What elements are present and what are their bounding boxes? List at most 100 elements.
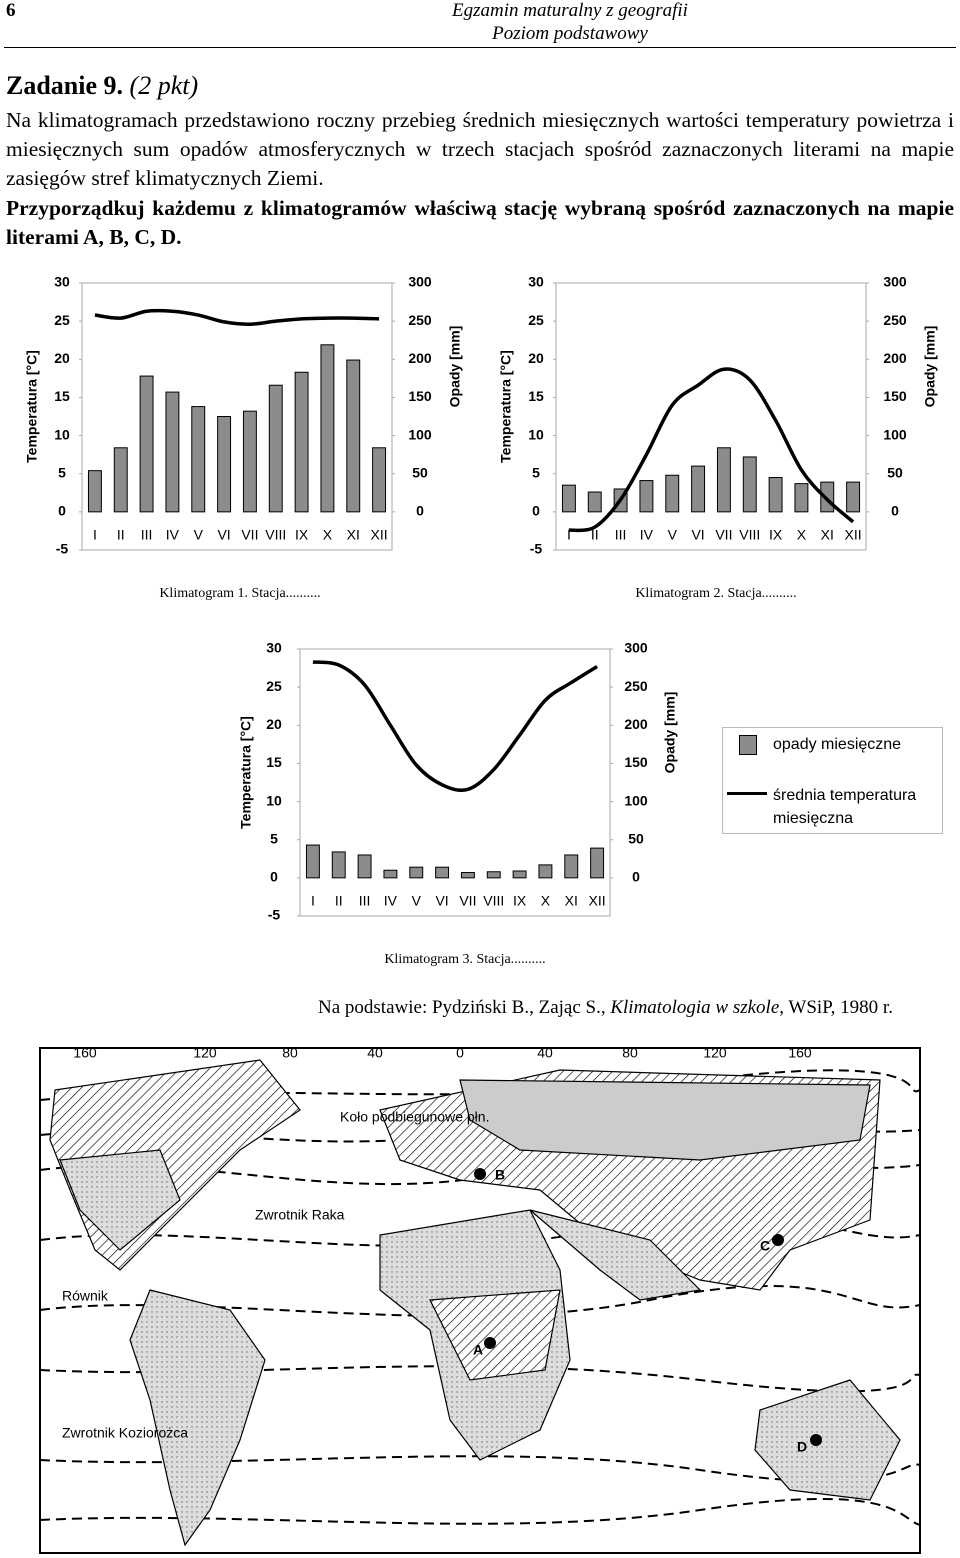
y-tick-label: -5 xyxy=(268,907,281,923)
x-tick-label: XII xyxy=(371,527,388,543)
x-tick-label: VI xyxy=(691,527,704,543)
y-tick-label: 15 xyxy=(266,754,282,770)
y-tick-label: 15 xyxy=(54,388,70,404)
station-label: A xyxy=(473,1342,483,1358)
map-line-label: Koło podbiegunowe płn. xyxy=(340,1109,489,1125)
chart-title: Klimatogram 2. Stacja.......... xyxy=(635,586,796,601)
x-tick-label: VIII xyxy=(483,893,504,909)
y2-tick-label: 0 xyxy=(891,503,899,519)
y-tick-label: -5 xyxy=(530,541,543,557)
x-tick-label: III xyxy=(141,527,153,543)
task-heading: Zadanie 9. (2 pkt) xyxy=(6,71,198,101)
y-tick-label: -5 xyxy=(56,541,69,557)
chart-title: Klimatogram 1. Stacja.......... xyxy=(159,586,320,601)
x-tick-label: V xyxy=(412,893,422,909)
y2-tick-label: 0 xyxy=(632,869,640,885)
x-tick-label: V xyxy=(194,527,204,543)
y2-tick-label: 50 xyxy=(628,830,644,846)
longitude-label: 120 xyxy=(703,1045,727,1061)
bar xyxy=(331,851,346,879)
bar xyxy=(87,470,102,513)
legend: opady miesięczne średnia temperatura mie… xyxy=(722,727,943,834)
legend-label: średnia temperatura miesięczna xyxy=(773,787,917,827)
y2-tick-label: 50 xyxy=(412,464,428,480)
bar xyxy=(639,480,654,513)
header-rule xyxy=(4,47,956,48)
y2-tick-label: 150 xyxy=(624,754,648,770)
bar xyxy=(372,447,387,513)
bar xyxy=(346,359,361,513)
bar xyxy=(268,384,283,513)
bar xyxy=(165,391,180,513)
page-number: 6 xyxy=(6,0,16,21)
y-tick-label: 10 xyxy=(54,426,70,442)
task-text: Na klimatogramach przedstawiono roczny p… xyxy=(6,108,954,190)
bar xyxy=(564,854,579,879)
y2-tick-label: 300 xyxy=(883,274,907,290)
plot-frame xyxy=(555,282,867,551)
bar xyxy=(561,484,576,513)
y2-tick-label: 200 xyxy=(883,350,907,366)
x-tick-label: VII xyxy=(459,893,476,909)
exam-title: Egzamin maturalny z geografii xyxy=(452,0,688,21)
legend-label: opady miesięczne xyxy=(773,736,902,753)
y2-tick-label: 100 xyxy=(883,426,907,442)
map-line-label: Zwrotnik Koziorożca xyxy=(62,1425,188,1441)
y-tick-label: 25 xyxy=(266,678,282,694)
bar xyxy=(191,406,206,513)
x-tick-label: XI xyxy=(821,527,834,543)
y2-tick-label: 50 xyxy=(887,464,903,480)
station-label: B xyxy=(495,1167,505,1183)
exam-level: Poziom podstawowy xyxy=(492,23,648,44)
plot-frame xyxy=(81,282,393,551)
longitude-label: 80 xyxy=(622,1045,638,1061)
y2-tick-label: 300 xyxy=(408,274,432,290)
bar xyxy=(320,344,335,513)
longitude-label: 160 xyxy=(73,1045,97,1061)
task-instruction: Przyporządkuj każdemu z klimatogramów wł… xyxy=(6,196,954,249)
x-tick-label: XII xyxy=(845,527,862,543)
station-label: C xyxy=(760,1238,770,1254)
x-tick-label: II xyxy=(335,893,343,909)
y-axis-label: Temperatura [°C] xyxy=(238,716,254,829)
x-tick-label: X xyxy=(541,893,551,909)
x-tick-label: IV xyxy=(640,527,654,543)
map-line-label: Równik xyxy=(62,1288,109,1304)
x-tick-label: IX xyxy=(295,527,309,543)
task-number: Zadanie 9. xyxy=(6,71,124,100)
y-tick-label: 5 xyxy=(532,464,540,480)
y2-tick-label: 300 xyxy=(624,640,648,656)
y2-tick-label: 100 xyxy=(624,792,648,808)
temperature-line xyxy=(312,660,599,793)
bar xyxy=(716,447,731,513)
y-tick-label: 25 xyxy=(54,312,70,328)
source-book: Klimatologia w szkole xyxy=(610,997,780,1018)
climatogram: -5051015202530050100150200250300Temperat… xyxy=(238,640,678,968)
plot-frame xyxy=(299,648,611,917)
task-points: (2 pkt) xyxy=(129,71,199,100)
bar xyxy=(409,866,424,879)
y2-axis-label: Opady [mm] xyxy=(922,326,938,408)
longitude-label: 40 xyxy=(367,1045,383,1061)
y-tick-label: 20 xyxy=(54,350,70,366)
y2-tick-label: 200 xyxy=(624,716,648,732)
y-tick-label: 10 xyxy=(266,792,282,808)
bar xyxy=(587,491,602,513)
x-tick-label: VI xyxy=(217,527,230,543)
legend-swatch xyxy=(739,735,757,755)
bar xyxy=(590,847,605,879)
x-tick-label: IX xyxy=(769,527,783,543)
bar xyxy=(538,864,553,879)
bar xyxy=(139,375,154,513)
y-axis-label: Temperatura [°C] xyxy=(24,350,40,463)
y2-axis-label: Opady [mm] xyxy=(447,326,463,408)
y-tick-label: 10 xyxy=(528,426,544,442)
bar xyxy=(383,869,398,879)
y-tick-label: 30 xyxy=(266,640,282,656)
y-tick-label: 30 xyxy=(54,274,70,290)
station-dot xyxy=(474,1168,486,1180)
bar xyxy=(768,477,783,513)
y-tick-label: 5 xyxy=(270,830,278,846)
station-dot xyxy=(772,1234,784,1246)
x-tick-label: IV xyxy=(166,527,180,543)
